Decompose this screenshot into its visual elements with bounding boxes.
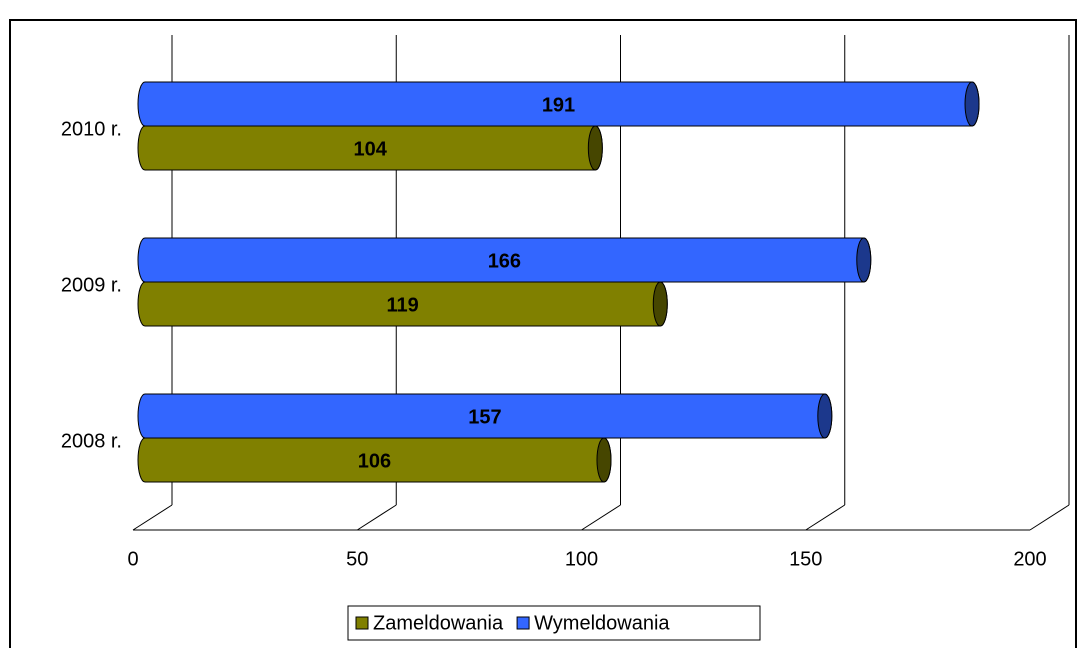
legend-box [347, 605, 761, 641]
tick-line [805, 504, 846, 531]
y-tick-label: 2010 r. [61, 118, 122, 140]
value-label: 104 [353, 138, 387, 160]
value-label: 157 [468, 406, 501, 428]
x-tick-label: 100 [565, 548, 598, 570]
value-label: 106 [358, 450, 391, 472]
bar-cap [596, 437, 612, 483]
x-tick-label: 50 [346, 548, 368, 570]
y-tick-label: 2009 r. [61, 274, 122, 296]
legend-label: Wymeldowania [534, 612, 670, 634]
x-tick-label: 200 [1013, 548, 1046, 570]
value-label: 119 [387, 294, 419, 316]
value-label: 166 [488, 250, 521, 272]
bar-cap [587, 125, 603, 171]
bar-cap [856, 237, 872, 283]
bar-cap [652, 281, 668, 327]
y-tick-label: 2008 r. [61, 430, 122, 452]
legend-swatch [355, 616, 369, 630]
tick-line [132, 504, 173, 531]
tick-line [581, 504, 621, 531]
legend-swatch [516, 616, 530, 630]
x-tick-label: 0 [127, 548, 138, 570]
tick-line [356, 504, 397, 531]
x-tick-label: 150 [789, 548, 822, 570]
legend-label: Zameldowania [373, 612, 504, 634]
bar-cap [817, 393, 833, 439]
tick-line [1029, 504, 1070, 531]
value-label: 191 [542, 94, 575, 116]
bar-cap [964, 81, 980, 127]
